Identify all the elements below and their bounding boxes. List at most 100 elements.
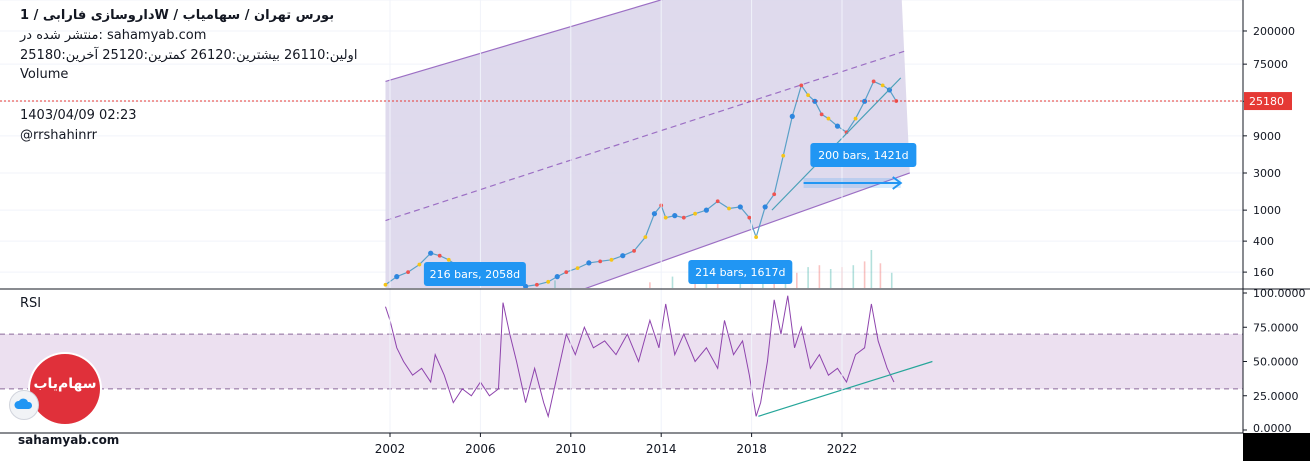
x-tick-label: 2002 <box>375 442 406 456</box>
bars-label-text: 214 bars, 1617d <box>695 266 785 279</box>
price-point <box>727 206 731 211</box>
bars-label-box <box>423 262 526 286</box>
volume-bar <box>852 265 855 288</box>
price-point <box>437 253 442 258</box>
price-point <box>651 211 658 217</box>
price-point <box>754 235 759 240</box>
rsi-tick-label: 50.0000 <box>1253 356 1299 369</box>
watermark: sahamyab.com <box>18 433 120 447</box>
price-point <box>663 215 668 220</box>
price-point <box>406 270 410 275</box>
volume-bar <box>554 280 556 288</box>
price-point <box>609 257 614 262</box>
price-point <box>747 215 752 220</box>
price-point <box>789 113 795 119</box>
price-point <box>812 98 818 104</box>
range-highlight <box>803 178 901 188</box>
rsi-pane <box>0 295 1243 419</box>
price-point <box>826 116 831 121</box>
volume-bar <box>879 263 882 288</box>
price-point <box>762 204 768 210</box>
bars-label-text: 200 bars, 1421d <box>818 149 908 162</box>
volume-bar <box>870 250 873 288</box>
chart-title: داروسازی فارابی / 1W / بورس تهران / سهام… <box>20 8 335 23</box>
rsi-tick-label: 100.0000 <box>1253 287 1306 300</box>
price-pane <box>0 0 1243 288</box>
price-point <box>703 207 710 213</box>
price-point <box>632 248 636 253</box>
price-point <box>781 153 786 158</box>
corner-block <box>1243 433 1310 461</box>
price-point <box>564 270 569 275</box>
price-point <box>672 213 678 219</box>
channel-mid-line <box>385 50 905 222</box>
price-point <box>598 259 603 264</box>
price-tick-label: 75000 <box>1253 58 1288 71</box>
price-point <box>737 204 743 210</box>
price-point <box>417 262 422 267</box>
sahamyab-logo: سهام‌یاب <box>30 354 100 424</box>
rsi-title: RSI <box>20 296 42 311</box>
author-handle: @rrshahinrr <box>20 128 97 143</box>
timestamp: 1403/04/09 02:23 <box>20 108 137 123</box>
price-tick-label: 1000 <box>1253 204 1281 217</box>
ohlc-values: اولین:26110 بیشترین:26120 کمترین:25120 آ… <box>20 48 358 63</box>
price-point <box>693 211 697 216</box>
price-point <box>715 199 720 204</box>
volume-bar <box>818 265 821 288</box>
price-point <box>871 79 876 84</box>
rsi-trendline <box>758 360 933 417</box>
price-tick-label: 9000 <box>1253 130 1281 143</box>
price-point <box>643 235 648 240</box>
price-point <box>446 257 451 262</box>
bars-label-box <box>688 260 793 284</box>
price-point <box>799 83 804 88</box>
price-point <box>880 83 885 88</box>
volume-bar <box>829 269 832 288</box>
price-point <box>428 250 434 256</box>
volume-bar <box>890 272 893 288</box>
price-point <box>620 253 626 259</box>
x-tick-label: 2018 <box>736 442 767 456</box>
channel-fill <box>385 0 910 288</box>
price-tick-label: 400 <box>1253 235 1274 248</box>
rsi-tick-label: 25.0000 <box>1253 390 1299 403</box>
rsi-band <box>0 334 1243 389</box>
x-tick-label: 2014 <box>646 442 677 456</box>
price-point <box>834 123 841 129</box>
price-point <box>535 282 539 287</box>
volume-label: Volume <box>20 67 69 82</box>
channel-upper-line <box>385 0 663 82</box>
logo-text: سهام‌یاب <box>33 376 97 392</box>
price-point <box>586 260 592 266</box>
last-price-label: 25180 <box>1249 95 1284 108</box>
range-arrow-head <box>892 176 903 190</box>
rsi-tick-label: 0.0000 <box>1253 422 1292 435</box>
price-tick-label: 200000 <box>1253 25 1295 38</box>
price-point <box>819 112 824 117</box>
x-tick-label: 2010 <box>556 442 587 456</box>
price-point <box>806 93 810 98</box>
price-point <box>853 116 858 121</box>
price-tick-label: 3000 <box>1253 167 1281 180</box>
price-tick-label: 160 <box>1253 266 1274 279</box>
cloud-icon[interactable] <box>9 390 39 420</box>
volume-bar <box>807 267 809 288</box>
volume-bar <box>649 282 651 288</box>
x-tick-label: 2006 <box>465 442 496 456</box>
price-point <box>383 282 388 287</box>
x-tick-label: 2022 <box>827 442 858 456</box>
bars-label-box <box>810 143 917 167</box>
published-on: منتشر شده در: sahamyab.com <box>20 28 207 43</box>
price-point <box>546 279 551 284</box>
volume-bar <box>796 272 798 288</box>
price-point <box>394 274 400 280</box>
price-point <box>772 192 777 197</box>
bars-label-text: 216 bars, 2058d <box>430 268 520 281</box>
channel-lower-line <box>585 172 911 288</box>
last-price-tag <box>1244 92 1292 111</box>
rsi-tick-label: 75.0000 <box>1253 321 1299 334</box>
price-point <box>554 274 560 280</box>
